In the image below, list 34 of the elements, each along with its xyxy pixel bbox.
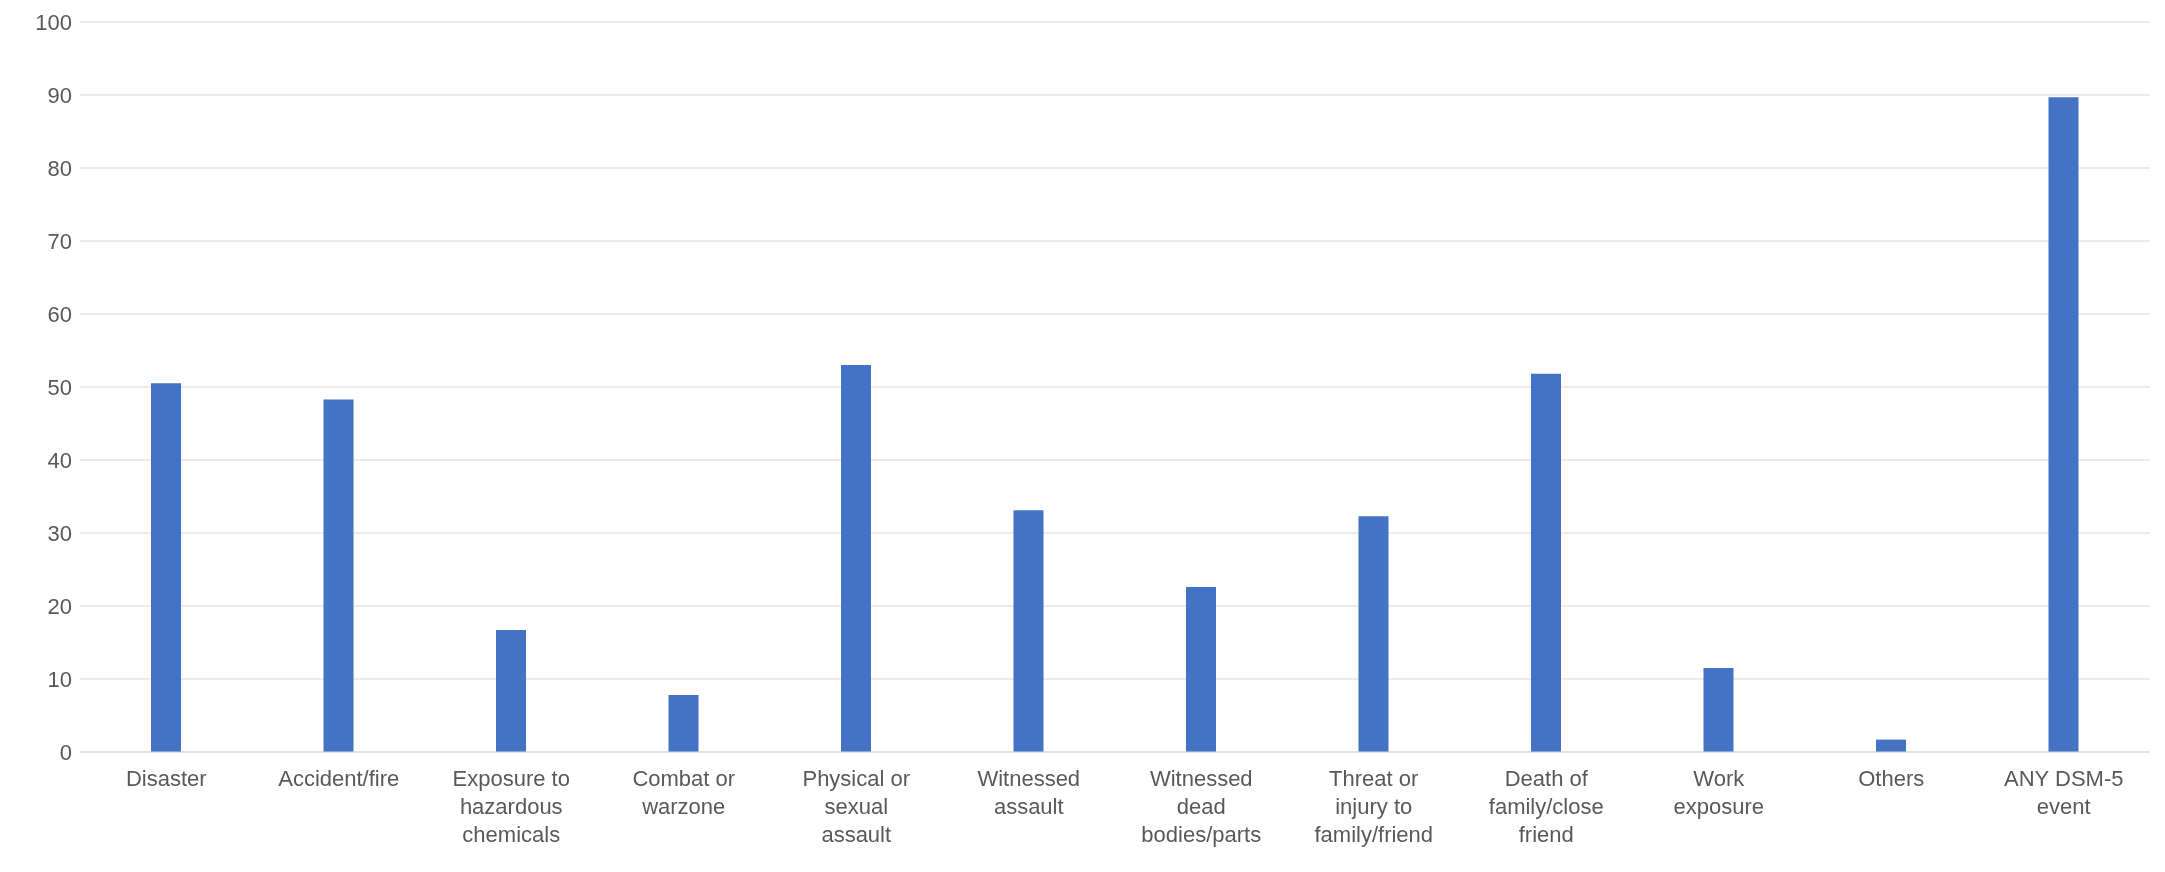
y-tick-label: 90: [47, 82, 72, 108]
x-tick-label: Accident/fire: [278, 766, 400, 791]
y-tick-label: 100: [35, 9, 72, 35]
bar: [1186, 587, 1216, 752]
bar: [841, 365, 871, 752]
y-tick-label: 40: [47, 447, 72, 473]
bar: [1703, 668, 1734, 752]
y-tick-label: 70: [47, 228, 72, 254]
bar: [323, 399, 354, 752]
x-tick-label: Work exposure: [1673, 766, 1765, 819]
bar: [1531, 373, 1561, 752]
y-tick-label: 80: [47, 155, 72, 181]
y-tick-label: 0: [59, 739, 72, 765]
bar: [1358, 516, 1389, 752]
bar: [496, 630, 526, 752]
x-tick-label: Threat or injury to family/friend: [1314, 766, 1434, 847]
bar: [2048, 97, 2079, 752]
x-tick-label: Disaster: [125, 766, 207, 791]
y-tick-label: 10: [47, 666, 72, 692]
y-tick-label: 30: [47, 520, 72, 546]
bar: [151, 383, 181, 752]
x-tick-label: Exposure to hazardous chemicals: [452, 766, 570, 847]
x-tick-label: ANY DSM-5 event: [2004, 766, 2124, 819]
x-tick-label: Witnessed assault: [977, 766, 1081, 819]
x-tick-label: Death of family/close friend: [1488, 766, 1604, 847]
y-tick-label: 50: [47, 374, 72, 400]
y-tick-label: 60: [47, 301, 72, 327]
bar: [668, 695, 699, 752]
x-tick-label: Combat or warzone: [632, 766, 736, 819]
x-tick-label: Physical or sexual assault: [802, 766, 911, 847]
x-tick-label: Others: [1858, 766, 1925, 791]
x-tick-label: Witnessed dead bodies/parts: [1141, 766, 1262, 847]
y-tick-label: 20: [47, 593, 72, 619]
bar: [1013, 510, 1044, 752]
